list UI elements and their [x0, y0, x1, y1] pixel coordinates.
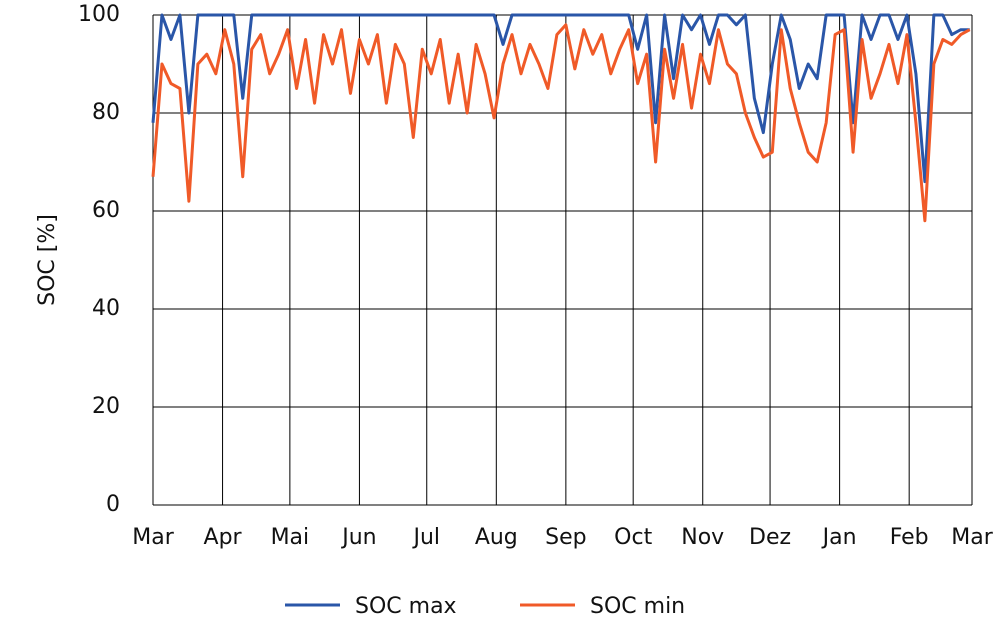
x-tick-label: Sep [545, 525, 586, 550]
x-tick-label: Mai [271, 525, 310, 550]
x-tick-label: Oct [614, 525, 652, 550]
x-tick-label: Mar [951, 525, 993, 550]
y-tick-label: 0 [106, 492, 120, 517]
y-axis-label: SOC [%] [35, 214, 60, 306]
y-tick-label: 60 [92, 198, 120, 223]
legend-label: SOC min [590, 594, 685, 619]
x-tick-label: Aug [475, 525, 518, 550]
x-tick-label: Jan [821, 525, 857, 550]
x-tick-label: Dez [749, 525, 791, 550]
x-tick-label: Jul [411, 525, 440, 550]
y-tick-label: 20 [92, 394, 120, 419]
y-tick-label: 100 [78, 2, 120, 27]
y-tick-label: 40 [92, 296, 120, 321]
x-tick-label: Nov [681, 525, 724, 550]
x-tick-label: Apr [204, 525, 243, 550]
y-tick-label: 80 [92, 100, 120, 125]
x-tick-label: Jun [340, 525, 376, 550]
line [151, 13, 970, 184]
x-tick-label: Mar [132, 525, 174, 550]
line [151, 23, 971, 223]
legend-label: SOC max [355, 594, 457, 619]
x-tick-label: Feb [890, 525, 929, 550]
